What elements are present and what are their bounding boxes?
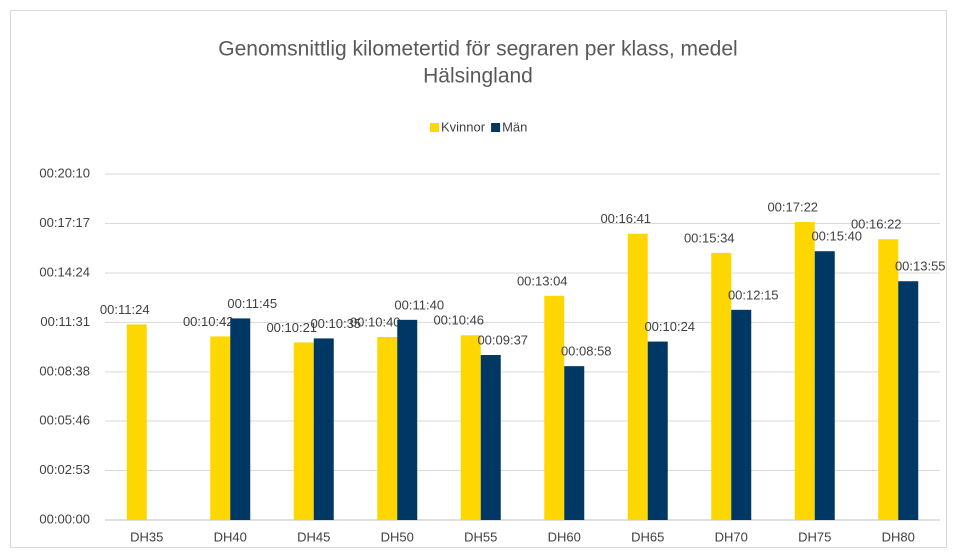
bar xyxy=(564,366,585,520)
bar xyxy=(544,295,565,520)
bar xyxy=(230,318,251,520)
data-label: 00:08:58 xyxy=(561,344,612,359)
y-tick-label: 00:20:10 xyxy=(39,165,90,180)
bar xyxy=(898,281,919,520)
data-label: 00:17:22 xyxy=(767,199,818,214)
data-label: 00:10:42 xyxy=(183,314,234,329)
x-tick-label: DH55 xyxy=(464,529,497,544)
y-tick-label: 00:14:24 xyxy=(39,264,90,279)
data-label: 00:10:40 xyxy=(350,314,401,329)
data-label: 00:10:35 xyxy=(310,316,361,331)
bar xyxy=(293,342,314,520)
legend-label: Män xyxy=(502,119,527,134)
bar xyxy=(313,338,334,520)
legend-swatch xyxy=(491,123,501,132)
data-label: 00:11:24 xyxy=(100,302,150,317)
bar xyxy=(647,341,668,520)
x-tick-label: DH70 xyxy=(715,529,748,544)
data-label: 00:10:46 xyxy=(433,313,484,328)
y-tick-label: 00:17:17 xyxy=(39,215,90,230)
bar xyxy=(878,239,899,520)
data-label: 00:13:55 xyxy=(895,259,946,274)
legend-swatch xyxy=(430,123,439,132)
data-label: 00:09:37 xyxy=(477,332,528,347)
x-tick-label: DH75 xyxy=(798,529,831,544)
data-label: 00:11:40 xyxy=(394,297,444,312)
data-label: 00:12:15 xyxy=(728,287,779,302)
data-label: 00:16:22 xyxy=(851,217,902,232)
data-label: 00:13:04 xyxy=(517,273,568,288)
data-label: 00:10:24 xyxy=(644,319,695,334)
data-label: 00:11:45 xyxy=(227,296,277,311)
y-tick-label: 00:05:46 xyxy=(39,412,90,427)
y-tick-label: 00:11:31 xyxy=(40,314,90,329)
bar xyxy=(794,222,815,520)
x-tick-label: DH80 xyxy=(882,529,915,544)
bar xyxy=(627,233,648,520)
chart-title: Hälsingland xyxy=(423,65,533,88)
x-tick-label: DH40 xyxy=(214,529,247,544)
y-tick-label: 00:00:00 xyxy=(39,511,90,526)
x-tick-label: DH65 xyxy=(631,529,664,544)
y-tick-label: 00:08:38 xyxy=(39,363,90,378)
bar xyxy=(814,251,835,520)
data-label: 00:15:40 xyxy=(811,229,862,244)
bar xyxy=(711,252,732,521)
bar xyxy=(210,336,231,520)
bar xyxy=(377,336,398,520)
x-tick-label: DH50 xyxy=(381,529,414,544)
x-tick-label: DH45 xyxy=(297,529,330,544)
bar xyxy=(460,335,481,520)
chart-title: Genomsnittlig kilometertid för segraren … xyxy=(218,38,737,61)
data-label: 00:10:21 xyxy=(266,320,317,335)
data-label: 00:15:34 xyxy=(684,230,735,245)
x-tick-label: DH35 xyxy=(130,529,163,544)
legend-label: Kvinnor xyxy=(441,119,486,134)
bar xyxy=(480,355,501,520)
bar xyxy=(126,324,147,520)
data-label: 00:16:41 xyxy=(600,211,651,226)
y-tick-label: 00:02:53 xyxy=(39,462,90,477)
bar xyxy=(397,319,418,520)
bar xyxy=(731,309,752,520)
x-tick-label: DH60 xyxy=(548,529,581,544)
